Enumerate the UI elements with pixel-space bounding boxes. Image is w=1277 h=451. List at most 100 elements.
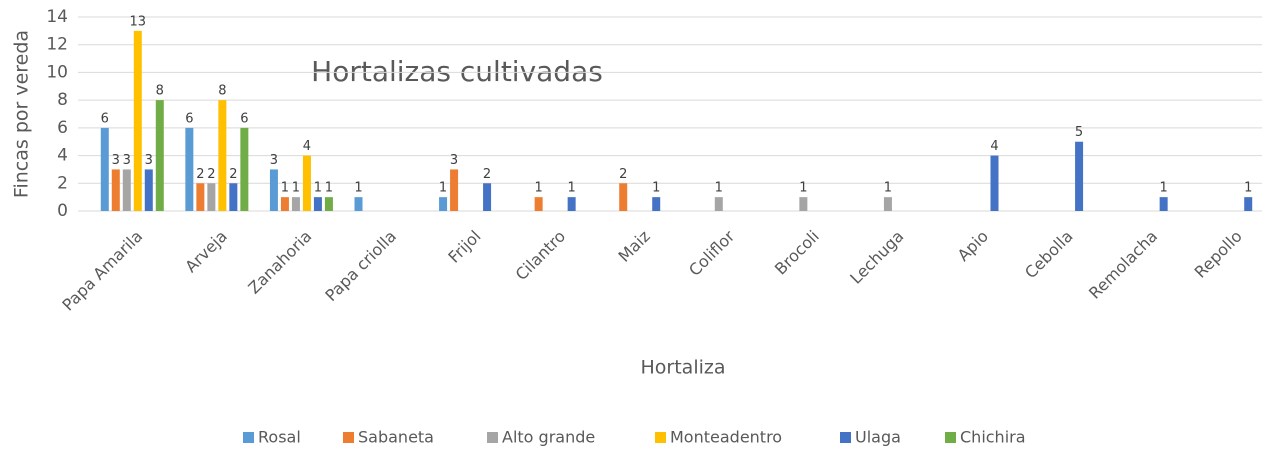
- data-label: 1: [281, 181, 289, 196]
- data-label: 2: [619, 167, 627, 182]
- bar: [155, 100, 164, 211]
- bar: [354, 197, 363, 211]
- bar: [1244, 197, 1253, 211]
- legend-label: Monteadentro: [670, 428, 782, 447]
- bar: [122, 169, 131, 211]
- x-tick-label: Frijol: [444, 227, 484, 267]
- bar: [144, 169, 153, 211]
- legend-swatch: [655, 432, 666, 443]
- bar: [196, 183, 205, 211]
- data-label: 3: [450, 153, 458, 168]
- data-label: 1: [325, 181, 333, 196]
- legend-label: Ulaga: [855, 428, 901, 447]
- bar: [567, 197, 576, 211]
- bar: [1075, 141, 1084, 211]
- data-label: 1: [884, 181, 892, 196]
- y-tick-label: 12: [46, 35, 68, 55]
- data-label: 1: [1244, 181, 1252, 196]
- data-label: 1: [314, 181, 322, 196]
- data-label: 1: [439, 181, 447, 196]
- data-label: 1: [568, 181, 576, 196]
- x-tick-label: Brocoli: [771, 227, 823, 279]
- bar: [1159, 197, 1168, 211]
- legend-swatch: [945, 432, 956, 443]
- x-tick-label: Maiz: [615, 227, 654, 266]
- bar: [207, 183, 216, 211]
- bar: [534, 197, 543, 211]
- bar: [185, 127, 194, 211]
- x-tick-label: Papa criolla: [321, 227, 400, 306]
- data-label: 13: [130, 14, 147, 29]
- bar: [133, 30, 142, 211]
- data-label: 1: [535, 181, 543, 196]
- legend-label: Sabaneta: [358, 428, 434, 447]
- x-axis-title: Hortaliza: [641, 357, 726, 379]
- y-tick-label: 14: [46, 7, 68, 27]
- bar: [799, 197, 808, 211]
- x-tick-label: Cilantro: [512, 227, 569, 284]
- legend-label: Alto grande: [502, 428, 595, 447]
- bar: [652, 197, 661, 211]
- data-label: 2: [229, 167, 237, 182]
- data-label: 8: [156, 84, 164, 99]
- bar: [483, 183, 492, 211]
- x-tick-label: Apio: [954, 227, 992, 265]
- data-label: 3: [112, 153, 120, 168]
- data-label: 6: [185, 111, 193, 126]
- data-label: 2: [196, 167, 204, 182]
- chart-title: Hortalizas cultivadas: [311, 55, 603, 88]
- bar: [269, 169, 278, 211]
- data-label: 3: [123, 153, 131, 168]
- data-label: 3: [270, 153, 278, 168]
- legend-swatch: [343, 432, 354, 443]
- bar: [990, 155, 999, 211]
- y-tick-label: 4: [57, 146, 68, 166]
- legend-swatch: [840, 432, 851, 443]
- bar: [229, 183, 238, 211]
- data-label: 1: [354, 181, 362, 196]
- x-tick-label: Zanahoria: [244, 227, 315, 298]
- data-label: 1: [799, 181, 807, 196]
- bar: [240, 127, 249, 211]
- y-tick-label: 6: [57, 118, 68, 138]
- x-tick-label: Repollo: [1191, 227, 1246, 282]
- legend-swatch: [243, 432, 254, 443]
- x-tick-label: Cebolla: [1021, 227, 1077, 283]
- data-label: 6: [240, 111, 248, 126]
- x-tick-label: Coliflor: [685, 226, 739, 280]
- bar: [883, 197, 892, 211]
- y-tick-label: 0: [57, 201, 68, 221]
- y-tick-label: 10: [46, 62, 68, 82]
- bar: [111, 169, 120, 211]
- data-label: 2: [483, 167, 491, 182]
- legend-label: Rosal: [258, 428, 301, 447]
- y-axis-title: Fincas por vereda: [11, 30, 33, 198]
- bar: [313, 197, 322, 211]
- data-label: 6: [101, 111, 109, 126]
- data-label: 2: [207, 167, 215, 182]
- legend-label: Chichira: [960, 428, 1026, 447]
- y-tick-label: 2: [57, 173, 68, 193]
- data-label: 1: [292, 181, 300, 196]
- data-label: 8: [218, 84, 226, 99]
- bar: [450, 169, 459, 211]
- bar: [714, 197, 723, 211]
- data-label: 1: [715, 181, 723, 196]
- bar: [291, 197, 300, 211]
- legend-swatch: [487, 432, 498, 443]
- x-tick-label: Arveja: [181, 227, 231, 277]
- bar: [619, 183, 628, 211]
- x-tick-label: Remolacha: [1085, 227, 1161, 303]
- bar: [439, 197, 448, 211]
- data-label: 3: [145, 153, 153, 168]
- x-tick-label: Lechuga: [846, 227, 907, 288]
- y-tick-label: 8: [57, 90, 68, 110]
- data-label: 1: [1160, 181, 1168, 196]
- data-label: 4: [990, 139, 998, 154]
- bar: [280, 197, 289, 211]
- bar: [100, 127, 109, 211]
- bar: [302, 155, 311, 211]
- bar: [324, 197, 333, 211]
- data-label: 1: [652, 181, 660, 196]
